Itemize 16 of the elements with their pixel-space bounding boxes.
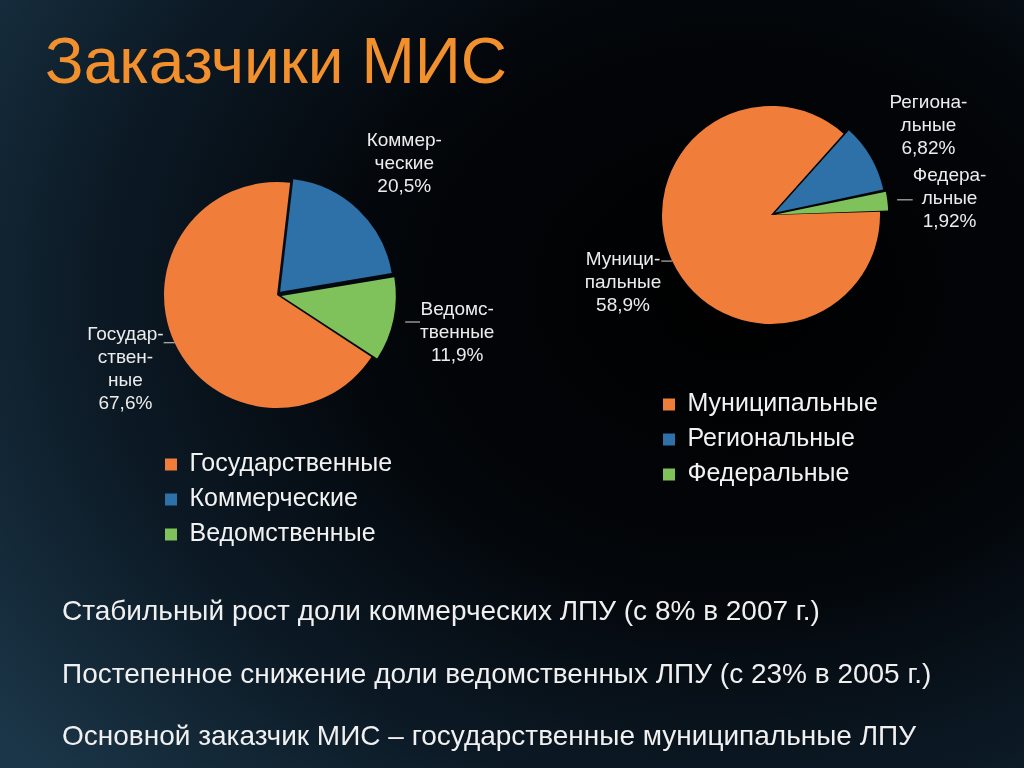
legend-label: Федеральные	[687, 458, 850, 487]
data-label: Коммер- ческие 20,5%	[366, 128, 442, 196]
text: Стабильный рост доли коммерческих ЛПУ (с 8% в 2007 г.)	[62, 595, 820, 627]
text: Основной заказчик МИС – государственные муниципальные ЛПУ	[62, 720, 916, 752]
data-label: Ведомс- твенные 11,9%	[420, 297, 495, 365]
data-label: Федера- льные 1,92%	[912, 164, 987, 232]
data-label: Региона- льные 6,82%	[889, 91, 968, 159]
text: Постепенное снижение доли ведомственных ЛПУ (с 23% в 2005 г.)	[62, 657, 932, 690]
data-label: Государ- ствен- ные 67,6%	[87, 322, 164, 413]
legend-label: Коммерческие	[189, 483, 358, 512]
data-label: Муници- пальные 58,9%	[584, 247, 662, 315]
legend-label: Ведомственные	[189, 518, 376, 547]
legend-label: Муниципальные	[687, 388, 878, 417]
legend-label: Региональные	[687, 423, 855, 452]
legend-label: Государственные	[189, 448, 393, 477]
chart-title: Заказчики МИС	[45, 25, 507, 97]
